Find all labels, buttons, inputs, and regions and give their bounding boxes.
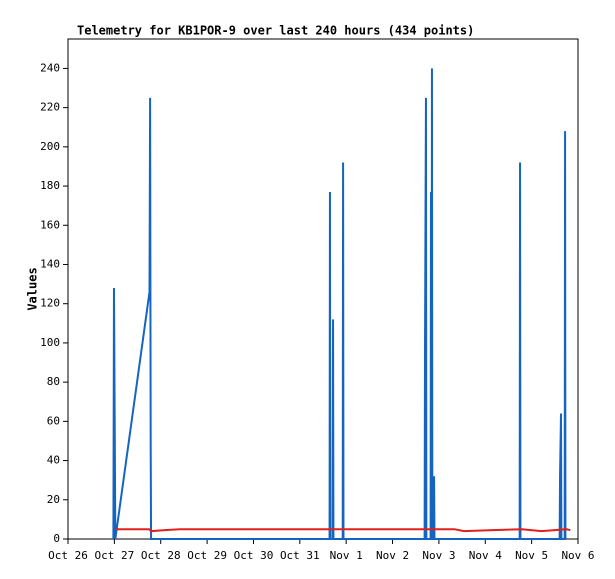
x-tick-label: Oct 26 (48, 549, 88, 562)
x-tick-label: Oct 30 (234, 549, 274, 562)
x-tick-label: Oct 31 (280, 549, 320, 562)
y-tick-label: 140 (40, 257, 60, 270)
x-tick-label: Nov 2 (376, 549, 409, 562)
x-tick-label: Nov 1 (330, 549, 363, 562)
y-tick-label: 120 (40, 297, 60, 310)
y-tick-label: 100 (40, 336, 60, 349)
data-line (115, 528, 571, 533)
y-tick-label: 200 (40, 140, 60, 153)
y-tick-label: 20 (47, 493, 60, 506)
y-tick-label: 60 (47, 414, 60, 427)
y-tick-label: 180 (40, 179, 60, 192)
chart-title: Telemetry for KB1POR-9 over last 240 hou… (77, 24, 474, 38)
x-tick-label: Oct 29 (187, 549, 227, 562)
x-tick-label: Nov 4 (469, 549, 502, 562)
y-tick-label: 40 (47, 454, 60, 467)
x-tick-label: Oct 27 (94, 549, 134, 562)
x-tick-label: Nov 5 (515, 549, 548, 562)
y-tick-label: 80 (47, 375, 60, 388)
x-tick-label: Nov 3 (422, 549, 455, 562)
y-tick-label: 240 (40, 61, 60, 74)
y-tick-label: 0 (53, 532, 60, 545)
y-axis-label: Values (26, 267, 40, 310)
x-tick-label: Nov 6 (561, 549, 594, 562)
x-tick-label: Oct 28 (141, 549, 181, 562)
y-tick-label: 160 (40, 218, 60, 231)
data-line (112, 68, 567, 540)
y-tick-label: 220 (40, 101, 60, 114)
